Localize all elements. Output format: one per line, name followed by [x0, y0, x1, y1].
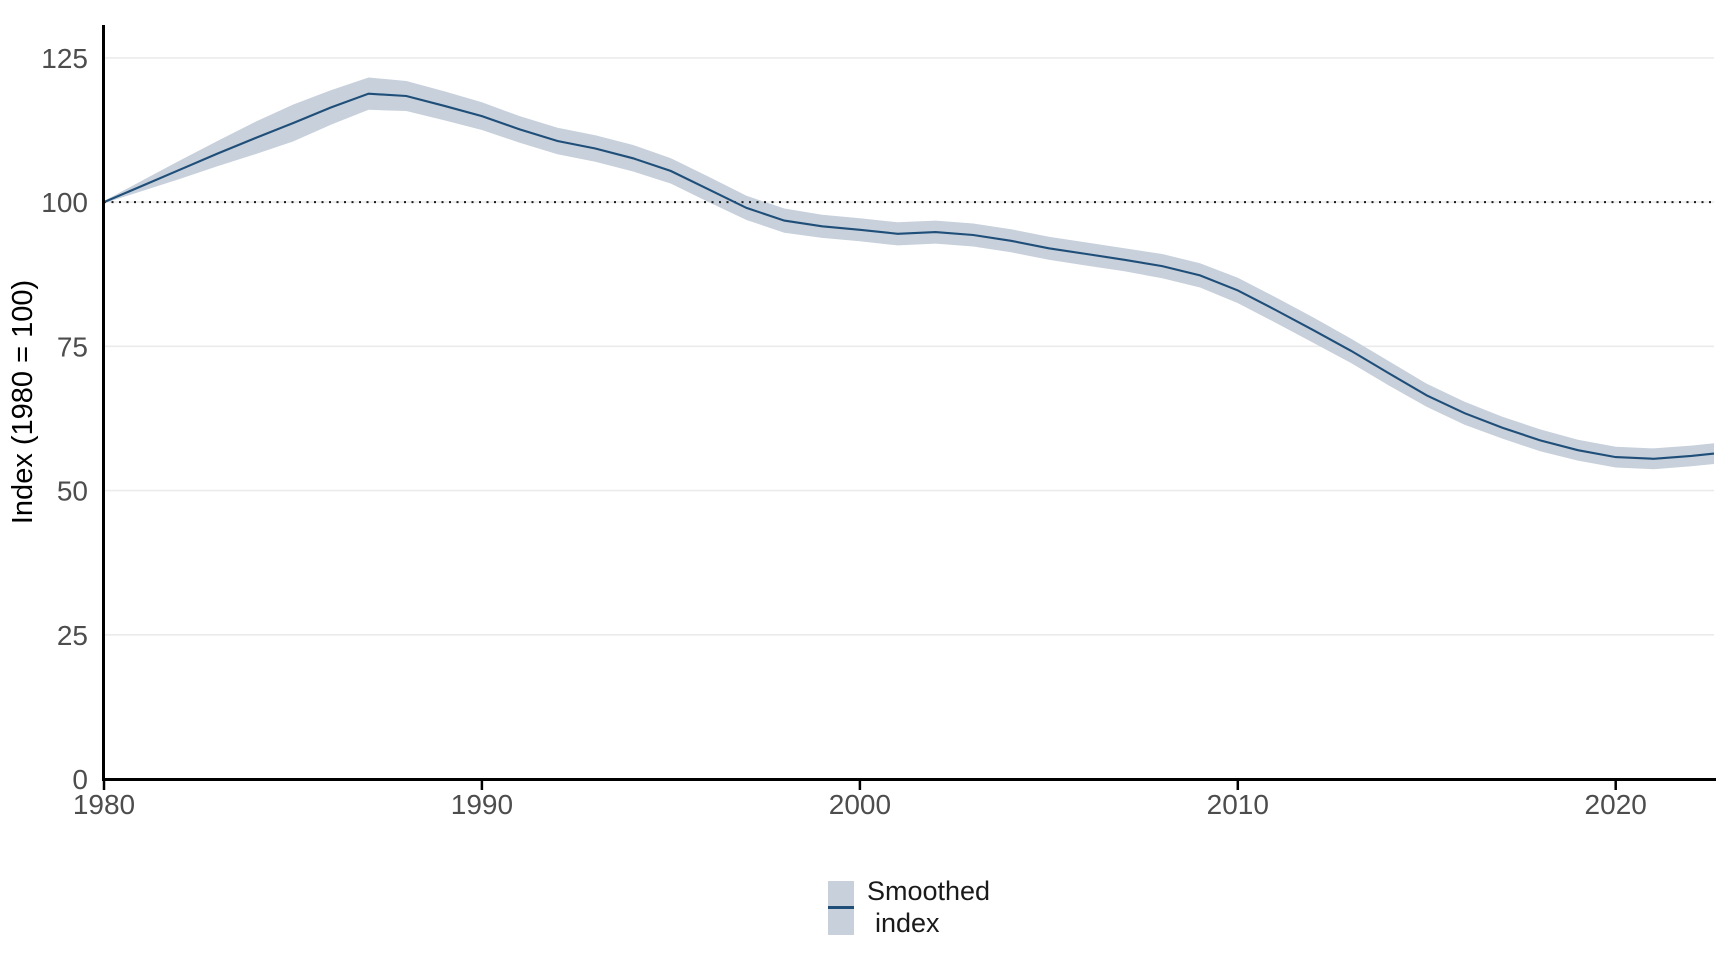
- legend-label-line1: Smoothed: [866, 876, 991, 906]
- y-tick-label-125: 125: [41, 43, 88, 74]
- y-tick-label-100: 100: [41, 187, 88, 218]
- y-tick-label-50: 50: [57, 476, 88, 507]
- legend-label-line2: index: [874, 907, 940, 938]
- legend: Smoothed index: [104, 876, 1714, 939]
- x-tick-label-2010: 2010: [1207, 789, 1269, 820]
- legend-key-line: [827, 906, 854, 910]
- y-tick-label-0: 0: [72, 764, 88, 795]
- legend-label: Smoothed index: [867, 876, 990, 939]
- y-axis-title: Index (1980 = 100): [7, 280, 39, 524]
- ci-ribbon: [104, 77, 1714, 470]
- x-tick-label-1980: 1980: [73, 789, 135, 820]
- y-tick-label-25: 25: [57, 620, 88, 651]
- x-tick-label-2000: 2000: [829, 789, 891, 820]
- trend-line: [103, 92, 1715, 460]
- y-tick-label-75: 75: [57, 331, 88, 362]
- x-tick-label-2020: 2020: [1585, 789, 1647, 820]
- x-tick-label-1990: 1990: [451, 789, 513, 820]
- legend-key-ribbon-swatch: [827, 880, 854, 935]
